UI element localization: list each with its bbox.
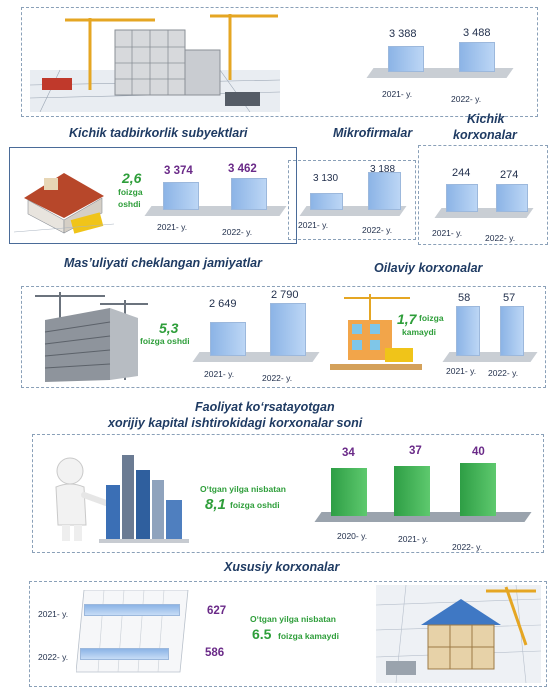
panel-xorijiy — [32, 434, 544, 553]
year-label: 2021- y. — [398, 534, 429, 544]
value-label: 274 — [500, 169, 519, 181]
title-xorijiy: Faoliyat ko‘rsatayotgan — [195, 400, 335, 414]
bar-2022 — [368, 172, 401, 210]
value-label: 2 649 — [209, 298, 237, 310]
change-percent: 2,6 — [122, 170, 142, 186]
title-mchj: Mas’uliyati cheklangan jamiyatlar — [64, 256, 262, 270]
value-label: 3 374 — [164, 165, 193, 177]
value-label: 58 — [458, 292, 471, 304]
bar-2022 — [496, 184, 528, 212]
bar-2022 — [460, 463, 496, 516]
house-blueprint-illustration — [376, 585, 541, 683]
year-label: 2022- y. — [452, 542, 483, 552]
title-xususiy: Xususiy korxonalar — [224, 560, 340, 574]
top-panel — [21, 7, 538, 117]
panel-mikrofirmalar — [288, 160, 416, 240]
building-illustration — [35, 292, 148, 382]
change-text: oshdi — [118, 199, 141, 209]
title-oilaviy: Oilaviy korxonalar — [374, 261, 483, 275]
value-label: 2 790 — [271, 289, 299, 301]
year-label: 2022- y. — [362, 225, 393, 235]
year-label: 2020- y. — [337, 531, 368, 541]
bar-2021 — [210, 322, 246, 356]
value-label: 34 — [342, 447, 355, 459]
value-label: 3 462 — [228, 163, 257, 175]
change-text: foizga oshdi — [230, 500, 280, 510]
change-text: foizga — [118, 187, 143, 197]
year-label: 2021- y. — [38, 609, 69, 619]
title-kichik-tadbirkorlik: Kichik tadbirkorlik subyektlari — [69, 126, 248, 140]
house-model-illustration — [14, 173, 114, 234]
panel-xususiy — [29, 581, 547, 687]
bar-2021 — [310, 193, 343, 210]
construction-site-illustration — [30, 14, 280, 112]
value-label: 3 188 — [370, 164, 396, 175]
title-kichik-korxonalar: korxonalar — [453, 128, 517, 142]
year-label: 2021- y. — [382, 89, 413, 99]
value-label: 627 — [207, 605, 227, 617]
bar-2022 — [80, 648, 169, 660]
change-percent: 5,3 — [159, 320, 179, 336]
year-label: 2022- y. — [262, 373, 293, 383]
bar-2021 — [394, 466, 430, 516]
panel-mchj-oilaviy — [21, 286, 546, 388]
change-text: foizga oshdi — [140, 336, 190, 346]
bar-top-2021 — [388, 46, 424, 72]
title-kichik-korxonalar: Kichik — [467, 112, 505, 126]
comparison-note: O‘tgan yilga nisbatan — [200, 484, 286, 494]
bar-2021 — [84, 604, 180, 616]
change-percent: 1,7 — [397, 311, 417, 327]
change-text: foizga kamaydi — [278, 631, 339, 641]
change-text: foizga — [419, 313, 444, 323]
value-label: 3 388 — [389, 28, 417, 40]
value-label: 57 — [503, 292, 516, 304]
value-label: 244 — [452, 167, 471, 179]
year-label: 2022- y. — [451, 94, 482, 104]
value-label: 3 130 — [313, 173, 339, 184]
year-label: 2021- y. — [204, 369, 235, 379]
panel-kichik-korxonalar — [418, 145, 548, 245]
year-label: 2021- y. — [446, 366, 477, 376]
bar-2020 — [331, 468, 367, 516]
value-label: 40 — [472, 446, 485, 458]
title-xorijiy: xorijiy kapital ishtirokidagi korxonalar… — [108, 416, 363, 430]
value-label: 586 — [205, 647, 225, 659]
bar-2022 — [231, 178, 267, 210]
person-with-skyscrapers-illustration — [55, 455, 189, 543]
change-percent: 6.5 — [252, 626, 272, 642]
title-mikrofirmalar: Mikrofirmalar — [333, 126, 413, 140]
change-text: kamaydi — [402, 327, 437, 337]
year-label: 2021- y. — [157, 222, 188, 232]
change-percent: 8,1 — [205, 496, 226, 513]
crane-illustration — [330, 294, 422, 370]
year-label: 2022- y. — [222, 227, 253, 237]
year-label: 2021- y. — [432, 228, 463, 238]
bar-2021 — [456, 306, 480, 356]
bar-2022 — [270, 303, 306, 356]
bar-2021 — [163, 182, 199, 210]
panel-kichik-tadbirkorlik — [9, 147, 297, 244]
comparison-note: O‘tgan yilga nisbatan — [250, 614, 336, 624]
value-label: 37 — [409, 445, 422, 457]
year-label: 2022- y. — [488, 368, 519, 378]
bar-2022 — [500, 306, 524, 356]
year-label: 2022- y. — [485, 233, 516, 243]
value-label: 3 488 — [463, 27, 491, 39]
bar-2021 — [446, 184, 478, 212]
year-label: 2022- y. — [38, 652, 69, 662]
bar-top-2022 — [459, 42, 495, 72]
year-label: 2021- y. — [298, 220, 329, 230]
